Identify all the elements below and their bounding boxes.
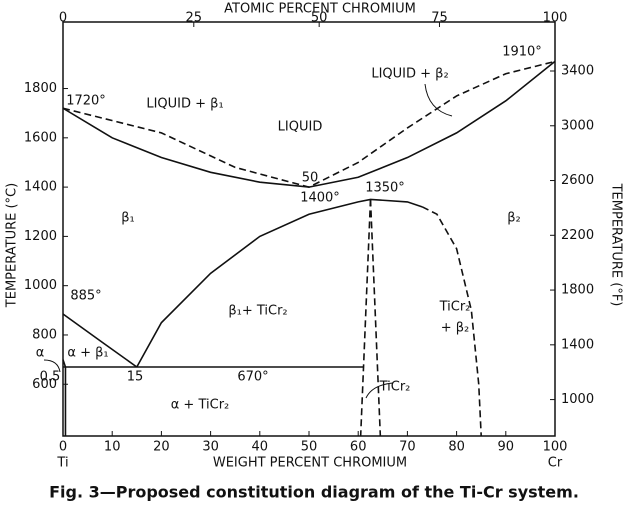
phase-boundary [369,199,382,437]
y2-tick-label: 1800 [561,283,594,298]
y2-tick-label: 2600 [561,173,594,188]
annotation: LIQUID + β₂ [371,67,448,82]
x-tick-label: 100 [543,440,568,455]
x2-tick-label: 25 [186,11,203,26]
caption: Fig. 3—Proposed constitution diagram of … [49,483,579,502]
annotation: + β₂ [441,321,470,336]
arrow [43,359,61,373]
annotation: 50 [302,171,319,186]
annotation: β₁+ TiCr₂ [228,304,287,319]
x-tick-label: 90 [498,440,515,455]
y-tick-label: 1200 [24,229,57,244]
top-axis-title: ATOMIC PERCENT CHROMIUM [224,2,416,17]
x-tick-label: 60 [350,440,367,455]
x2-tick-label: 100 [543,11,568,26]
annotation: 1400° [300,191,340,206]
y2-tick-label: 3000 [561,118,594,133]
y2-tick-label: 1000 [561,392,594,407]
annotation: 1720° [66,94,106,109]
y2-tick-label: 1400 [561,337,594,352]
annotation: α [36,346,45,361]
x2-tick-label: 75 [431,11,448,26]
x-tick-label: 80 [448,440,465,455]
phase-boundary [136,198,423,368]
x-axis-title: WEIGHT PERCENT CHROMIUM [213,456,407,471]
x-tick-label: 50 [301,440,318,455]
x-tick-label: 40 [252,440,269,455]
annotation: 0.5 [40,370,61,385]
x2-tick-label: 50 [311,11,328,26]
x-tick-label: 70 [399,440,416,455]
y-tick-label: 1000 [24,278,57,293]
annotation: α + TiCr₂ [171,398,230,413]
annotation: 885° [70,289,101,304]
phase-boundary [62,359,67,436]
y2-tick-label: 3400 [561,64,594,79]
annotation: 1910° [502,45,542,60]
y-tick-label: 1800 [24,81,57,96]
phase-boundary [62,313,138,368]
annotation: 1350° [365,181,405,196]
phase-boundary [62,60,556,188]
y2-tick-label: 2200 [561,228,594,243]
arrows [43,83,453,399]
annotation: α + β₁ [67,346,108,361]
annotation: β₁ [121,211,135,226]
annotation: TiCr₂ [379,380,411,395]
y2-axis-title: TEMPERATURE (°F) [609,183,624,307]
x2-tick-label: 0 [59,11,67,26]
arrow [424,83,453,117]
y-tick-label: 1400 [24,180,57,195]
x-tick-label: 30 [202,440,219,455]
y-tick-label: 800 [32,327,57,342]
x-tick-label: 10 [104,440,121,455]
y-axis-title: TEMPERATURE (°C) [5,183,20,308]
annotation: LIQUID [278,120,323,135]
x-end-label: Cr [548,456,563,471]
annotation: TiCr₂ [439,300,471,315]
annotation: 15 [127,370,144,385]
x-tick-label: 0 [59,440,67,455]
y-tick-label: 1600 [24,130,57,145]
annotation: LIQUID + β₁ [146,97,223,112]
phase-boundary [359,199,372,437]
annotation: β₂ [507,211,521,226]
y-tick-label: 600 [32,377,57,392]
x-tick-label: 20 [153,440,170,455]
x-end-label: Ti [56,456,68,471]
phase-boundary [421,206,482,437]
annotation: 670° [237,370,268,385]
arrow [365,382,394,399]
